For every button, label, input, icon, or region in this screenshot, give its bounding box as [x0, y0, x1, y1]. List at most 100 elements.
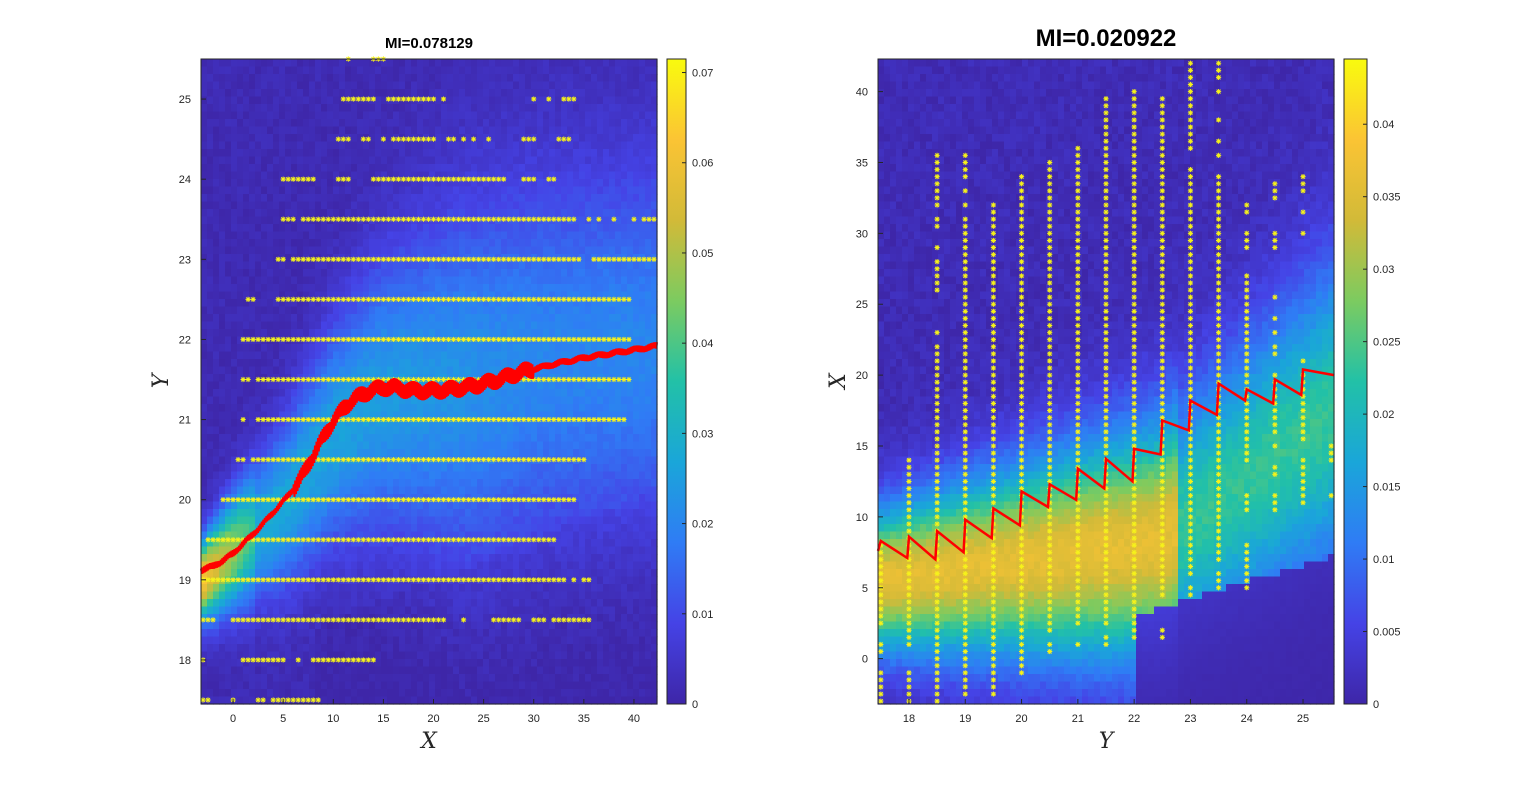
left-heat-cell — [465, 352, 472, 360]
left-heat-cell — [543, 434, 550, 442]
left-heat-cell — [513, 524, 520, 532]
left-heat-cell — [417, 472, 424, 480]
left-heat-cell — [471, 239, 478, 247]
left-heat-cell — [267, 524, 274, 532]
left-heat-cell — [393, 277, 400, 285]
left-heat-cell — [519, 509, 526, 517]
left-heat-cell — [339, 157, 346, 165]
left-heat-cell — [339, 119, 346, 127]
left-heat-cell — [537, 584, 544, 592]
left-heat-cell — [423, 149, 430, 157]
left-heat-cell — [357, 307, 364, 315]
left-heat-cell — [279, 247, 286, 255]
left-heat-cell — [459, 682, 466, 690]
left-heat-cell — [213, 607, 220, 615]
left-heat-cell — [507, 277, 514, 285]
left-heat-cell — [543, 697, 550, 705]
left-heat-cell — [459, 194, 466, 202]
left-heat-cell — [261, 622, 268, 630]
left-heat-cell — [339, 427, 346, 435]
left-heat-cell — [513, 269, 520, 277]
left-heat-cell — [255, 554, 262, 562]
left-heat-cell — [237, 104, 244, 112]
left-heat-cell — [477, 247, 484, 255]
left-heat-cell — [219, 689, 226, 697]
left-heat-cell — [429, 554, 436, 562]
left-heat-cell — [483, 569, 490, 577]
left-heat-cell — [207, 112, 214, 120]
left-heat-cell — [267, 157, 274, 165]
left-heat-cell — [393, 239, 400, 247]
left-heat-cell — [327, 592, 334, 600]
left-heat-cell — [261, 104, 268, 112]
left-heat-cell — [231, 277, 238, 285]
left-heat-cell — [429, 74, 436, 82]
left-heat-cell — [375, 517, 382, 525]
left-heat-cell — [507, 179, 514, 187]
left-heat-cell — [525, 659, 532, 667]
left-heat-cell — [525, 382, 532, 390]
left-heat-cell — [429, 562, 436, 570]
left-heat-cell — [297, 187, 304, 195]
left-heat-cell — [279, 637, 286, 645]
left-heat-cell — [411, 194, 418, 202]
left-heat-cell — [393, 247, 400, 255]
left-heat-cell — [363, 472, 370, 480]
left-heat-cell — [321, 524, 328, 532]
left-heat-cell — [297, 554, 304, 562]
left-heat-cell — [471, 637, 478, 645]
left-heat-cell — [291, 269, 298, 277]
left-heat-cell — [513, 172, 520, 180]
left-heat-cell — [237, 307, 244, 315]
left-heat-cell — [291, 524, 298, 532]
left-heat-cell — [423, 562, 430, 570]
left-heat-cell — [333, 67, 340, 75]
left-heat-cell — [483, 157, 490, 165]
left-heat-cell — [417, 584, 424, 592]
left-heat-cell — [423, 284, 430, 292]
left-heat-cell — [471, 329, 478, 337]
left-heat-cell — [201, 352, 208, 360]
left-heat-cell — [543, 314, 550, 322]
left-heat-cell — [315, 502, 322, 510]
left-heat-cell — [369, 569, 376, 577]
left-heat-cell — [489, 592, 496, 600]
left-heat-cell — [261, 322, 268, 330]
left-heat-cell — [447, 524, 454, 532]
left-heat-cell — [375, 547, 382, 555]
left-heat-cell — [213, 59, 220, 67]
left-heat-cell — [465, 502, 472, 510]
left-heat-cell — [531, 149, 538, 157]
left-heat-cell — [273, 284, 280, 292]
left-heat-cell — [363, 142, 370, 150]
left-heat-cell — [327, 584, 334, 592]
left-heat-cell — [237, 382, 244, 390]
left-heat-cell — [237, 134, 244, 142]
left-heat-cell — [369, 307, 376, 315]
left-heat-cell — [513, 89, 520, 97]
left-heat-cell — [495, 547, 502, 555]
left-heat-cell — [477, 464, 484, 472]
left-heat-cell — [321, 277, 328, 285]
left-heat-cell — [255, 59, 262, 67]
left-heat-cell — [309, 517, 316, 525]
left-heat-cell — [537, 322, 544, 330]
left-heat-cell — [429, 232, 436, 240]
left-heat-cell — [357, 172, 364, 180]
left-heat-cell — [201, 622, 208, 630]
left-heat-cell — [237, 164, 244, 172]
left-heat-cell — [543, 449, 550, 457]
left-heat-cell — [225, 97, 232, 105]
left-heat-cell — [441, 434, 448, 442]
left-heat-cell — [333, 622, 340, 630]
left-heat-cell — [483, 224, 490, 232]
left-heat-cell — [483, 97, 490, 105]
left-heat-cell — [225, 697, 232, 705]
left-heat-cell — [207, 74, 214, 82]
left-heat-cell — [243, 254, 250, 262]
left-heat-cell — [243, 179, 250, 187]
left-heat-cell — [471, 224, 478, 232]
left-heat-cell — [225, 607, 232, 615]
left-heat-cell — [411, 607, 418, 615]
left-heat-cell — [531, 232, 538, 240]
